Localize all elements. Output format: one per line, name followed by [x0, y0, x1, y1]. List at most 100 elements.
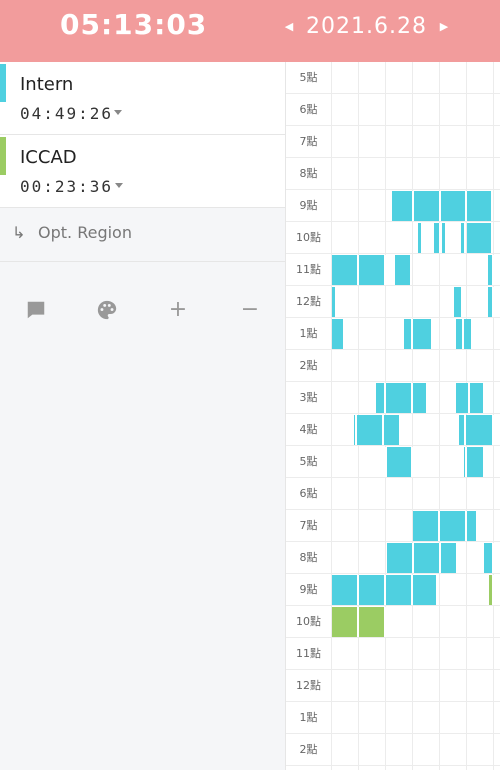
time-block-intern[interactable] — [387, 447, 413, 477]
time-block-intern[interactable] — [464, 447, 467, 477]
comment-icon[interactable] — [24, 298, 48, 322]
time-block-intern[interactable] — [456, 319, 464, 349]
hour-row[interactable]: 5點 — [286, 62, 500, 94]
task-panel: Intern 04:49:26 ICCAD 00:23:36 ↳ Opt. Re… — [0, 62, 286, 770]
time-block-intern[interactable] — [392, 191, 414, 221]
hour-row[interactable]: 1點 — [286, 318, 500, 350]
time-block-intern[interactable] — [464, 319, 473, 349]
hour-label: 1點 — [299, 327, 318, 340]
time-block-intern[interactable] — [359, 575, 386, 605]
hour-row[interactable]: 5點 — [286, 446, 500, 478]
time-block-intern[interactable] — [454, 287, 463, 317]
task-item-intern[interactable]: Intern 04:49:26 — [0, 62, 285, 135]
time-block-intern[interactable] — [332, 575, 359, 605]
palette-icon[interactable] — [95, 298, 119, 322]
time-block-intern[interactable] — [332, 319, 345, 349]
hour-label: 7點 — [299, 135, 318, 148]
time-block-intern[interactable] — [441, 191, 467, 221]
hour-row[interactable]: 2點 — [286, 734, 500, 766]
time-block-intern[interactable] — [357, 415, 384, 445]
time-block-intern[interactable] — [384, 415, 401, 445]
hour-row[interactable]: 8點 — [286, 158, 500, 190]
hour-row[interactable]: 12點 — [286, 286, 500, 318]
time-block-intern[interactable] — [404, 319, 413, 349]
hour-row[interactable]: 3點 — [286, 382, 500, 414]
hour-row[interactable]: 11點 — [286, 254, 500, 286]
time-block-intern[interactable] — [467, 223, 493, 253]
hour-row[interactable]: 7點 — [286, 510, 500, 542]
sub-arrow-icon: ↳ — [12, 223, 26, 242]
time-block-intern[interactable] — [413, 319, 433, 349]
time-block-intern[interactable] — [332, 287, 337, 317]
hour-row[interactable]: 9點 — [286, 190, 500, 222]
hour-row[interactable]: 10點 — [286, 606, 500, 638]
hour-row[interactable]: 12點 — [286, 670, 500, 702]
time-block-intern[interactable] — [386, 575, 413, 605]
plus-icon[interactable]: + — [168, 297, 188, 322]
time-block-intern[interactable] — [413, 511, 440, 541]
time-block-iccad[interactable] — [359, 607, 386, 637]
time-block-intern[interactable] — [459, 415, 466, 445]
hour-label: 6點 — [299, 487, 318, 500]
time-block-intern[interactable] — [385, 447, 387, 477]
task-name: ICCAD — [20, 147, 77, 168]
hour-row[interactable]: 6點 — [286, 94, 500, 126]
time-block-intern[interactable] — [414, 191, 441, 221]
hour-label: 10點 — [296, 231, 321, 244]
task-item-iccad[interactable]: ICCAD 00:23:36 — [0, 135, 285, 208]
time-block-intern[interactable] — [359, 255, 386, 285]
time-block-intern[interactable] — [413, 575, 438, 605]
time-block-intern[interactable] — [332, 255, 359, 285]
hour-label: 12點 — [296, 295, 321, 308]
hour-row[interactable]: 4點 — [286, 414, 500, 446]
time-block-intern[interactable] — [395, 255, 412, 285]
date-navigator: ◀ 2021.6.28 ▶ — [282, 10, 451, 42]
task-color-stripe — [0, 137, 6, 175]
minus-icon[interactable]: − — [240, 297, 260, 322]
hour-row[interactable]: 8點 — [286, 542, 500, 574]
hour-row[interactable]: 7點 — [286, 126, 500, 158]
time-block-intern[interactable] — [467, 511, 478, 541]
opt-region-item[interactable]: ↳ Opt. Region — [0, 208, 285, 262]
time-block-intern[interactable] — [441, 543, 458, 573]
hour-row[interactable]: 10點 — [286, 222, 500, 254]
grid-column-line — [331, 62, 332, 770]
hour-row[interactable]: 2點 — [286, 350, 500, 382]
time-block-intern[interactable] — [376, 383, 386, 413]
time-block-intern[interactable] — [354, 415, 357, 445]
time-block-intern[interactable] — [488, 287, 494, 317]
time-block-intern[interactable] — [488, 255, 494, 285]
time-block-intern[interactable] — [461, 223, 466, 253]
time-block-intern[interactable] — [418, 223, 423, 253]
time-block-intern[interactable] — [466, 415, 494, 445]
time-block-intern[interactable] — [414, 543, 441, 573]
timeline-grid: 5點 6點 7點 8點 9點 10點 11點 12點 1點 2點 3點 4點 5點 6點 7點 8點 9點 10點… — [286, 62, 500, 770]
chevron-down-icon[interactable] — [115, 183, 123, 188]
time-block-intern[interactable] — [386, 383, 413, 413]
time-block-iccad[interactable] — [332, 607, 359, 637]
time-block-intern[interactable] — [440, 511, 467, 541]
time-block-intern[interactable] — [470, 383, 485, 413]
time-block-intern[interactable] — [467, 191, 493, 221]
hour-label: 11點 — [296, 647, 321, 660]
caret-left-icon[interactable]: ◀ — [284, 19, 294, 33]
hour-row[interactable]: 9點 — [286, 574, 500, 606]
time-block-intern[interactable] — [413, 383, 428, 413]
time-block-intern[interactable] — [467, 447, 485, 477]
time-block-intern[interactable] — [434, 223, 441, 253]
hour-row[interactable]: 11點 — [286, 638, 500, 670]
time-block-intern[interactable] — [442, 223, 447, 253]
time-block-intern[interactable] — [484, 543, 494, 573]
hour-row[interactable]: 6點 — [286, 478, 500, 510]
task-time: 00:23:36 — [20, 177, 114, 196]
time-block-iccad[interactable] — [489, 575, 494, 605]
hour-label: 3點 — [299, 391, 318, 404]
current-date[interactable]: 2021.6.28 — [306, 13, 427, 39]
time-block-intern[interactable] — [387, 543, 414, 573]
caret-right-icon[interactable]: ▶ — [439, 19, 449, 33]
task-color-stripe — [0, 64, 6, 102]
hour-label: 5點 — [299, 71, 318, 84]
time-block-intern[interactable] — [456, 383, 470, 413]
hour-row[interactable]: 1點 — [286, 702, 500, 734]
chevron-down-icon[interactable] — [114, 110, 122, 115]
